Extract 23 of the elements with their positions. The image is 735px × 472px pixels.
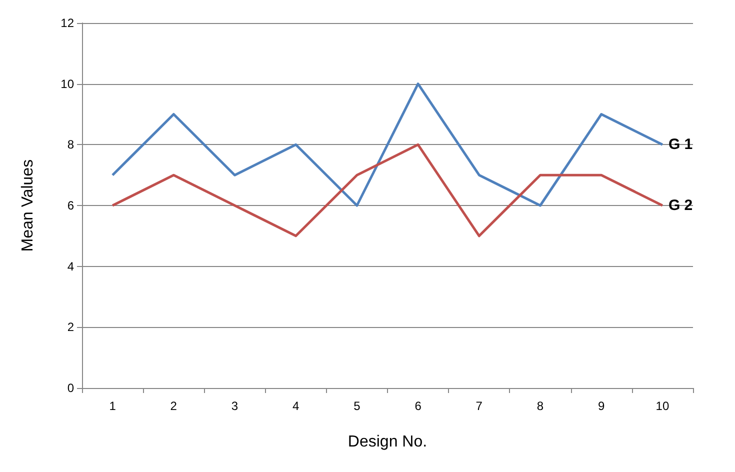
x-tick-label: 3 [231,399,238,413]
y-tick-label: 12 [60,16,74,30]
series-label: G 2 [668,197,693,214]
y-tick-label: 8 [67,138,74,152]
y-tick-label: 10 [60,76,74,91]
x-tick-label: 5 [354,399,361,413]
y-tick-label: 0 [67,381,74,395]
x-axis-title: Design No. [348,434,428,450]
line-series [111,143,664,238]
x-tick-label: 4 [292,399,300,413]
y-axis-title: Mean Values [20,159,36,252]
x-tick-label: 1 [109,399,116,413]
x-tick-label: 10 [656,399,670,413]
y-tick-label: 4 [67,259,74,274]
series-label: G 1 [668,136,693,154]
x-tick-label: 7 [476,399,483,413]
x-tick-label: 6 [414,399,422,413]
line-series [111,82,664,207]
x-tick-label: 2 [170,399,178,413]
y-tick-label: 6 [67,198,74,212]
x-tick-label: 9 [598,399,606,413]
x-tick-label: 8 [536,399,544,413]
y-tick-label: 2 [67,320,74,334]
